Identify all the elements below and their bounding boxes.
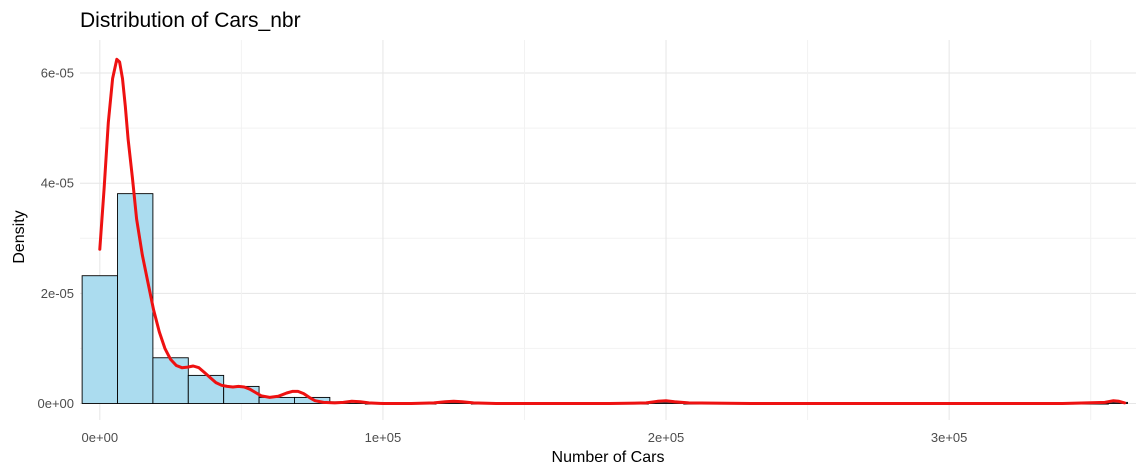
x-axis-ticks: 0e+00 1e+05 2e+05 3e+05 [82,430,968,445]
y-tick-label: 4e-05 [41,176,74,191]
x-tick-label: 0e+00 [82,430,119,445]
y-tick-label: 2e-05 [41,286,74,301]
histogram-bar [187,374,225,404]
y-axis-ticks: 0e+00 2e-05 4e-05 6e-05 [37,66,74,411]
y-axis-label: Density [11,210,28,263]
grid-lines [80,40,1136,420]
chart-title: Distribution of Cars_nbr [80,9,301,32]
density-curve [98,57,1127,405]
histogram-bars [81,193,1128,405]
histogram-bar [258,396,295,404]
histogram-bar [152,357,189,404]
histogram-bar [81,275,118,404]
x-tick-label: 3e+05 [931,430,968,445]
x-tick-label: 2e+05 [648,430,685,445]
y-tick-label: 6e-05 [41,66,74,81]
x-tick-label: 1e+05 [365,430,402,445]
histogram-bar [117,193,154,404]
y-tick-label: 0e+00 [37,396,74,411]
histogram-bar [223,385,260,404]
x-axis-label: Number of Cars [552,449,665,466]
